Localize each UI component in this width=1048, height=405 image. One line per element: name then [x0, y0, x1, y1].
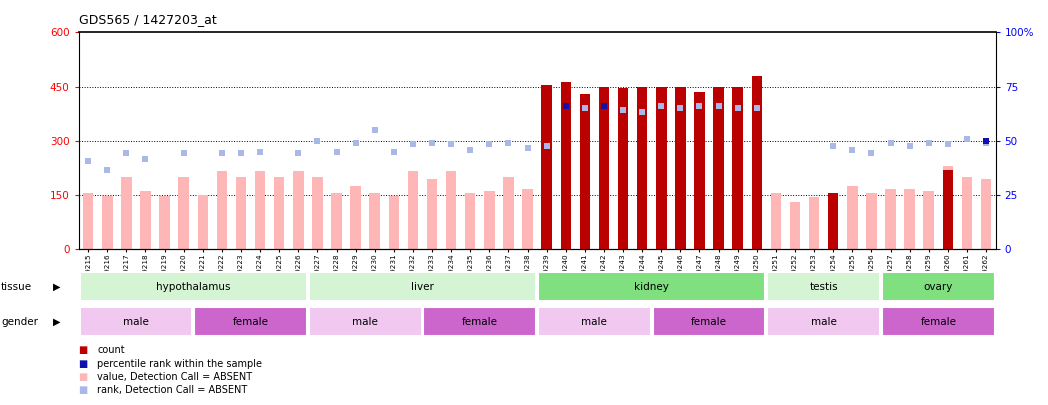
Bar: [809, 197, 820, 249]
Bar: [561, 82, 571, 249]
Bar: [770, 193, 781, 249]
Bar: [828, 193, 838, 249]
Bar: [886, 190, 896, 249]
Bar: [637, 87, 648, 249]
Bar: [653, 307, 765, 336]
Bar: [767, 272, 880, 301]
Text: ■: ■: [79, 386, 88, 395]
Bar: [408, 171, 418, 249]
Bar: [767, 307, 880, 336]
Bar: [80, 307, 192, 336]
Bar: [942, 170, 953, 249]
Bar: [618, 88, 629, 249]
Bar: [484, 191, 495, 249]
Text: count: count: [97, 345, 125, 355]
Text: female: female: [233, 317, 268, 327]
Bar: [522, 190, 532, 249]
Bar: [561, 218, 571, 249]
Bar: [350, 186, 361, 249]
Bar: [389, 196, 399, 249]
Bar: [866, 193, 877, 249]
Bar: [293, 171, 304, 249]
Text: female: female: [691, 317, 727, 327]
Text: gender: gender: [1, 317, 38, 327]
Bar: [675, 87, 685, 249]
Bar: [675, 196, 685, 249]
Text: ovary: ovary: [923, 281, 953, 292]
Bar: [962, 177, 973, 249]
Text: testis: testis: [809, 281, 838, 292]
Text: ■: ■: [79, 345, 88, 355]
Bar: [503, 177, 514, 249]
Bar: [923, 191, 934, 249]
Bar: [981, 179, 991, 249]
Bar: [159, 196, 170, 249]
Bar: [122, 177, 132, 249]
Bar: [847, 186, 857, 249]
Text: male: male: [582, 317, 608, 327]
Text: ■: ■: [79, 359, 88, 369]
Bar: [427, 179, 437, 249]
Text: ■: ■: [79, 372, 88, 382]
Bar: [312, 177, 323, 249]
Text: female: female: [462, 317, 498, 327]
Bar: [309, 272, 537, 301]
Bar: [445, 171, 456, 249]
Text: male: male: [123, 317, 149, 327]
Bar: [538, 272, 765, 301]
Bar: [309, 307, 421, 336]
Bar: [904, 190, 915, 249]
Bar: [882, 272, 995, 301]
Text: kidney: kidney: [634, 281, 670, 292]
Text: male: male: [352, 317, 378, 327]
Bar: [197, 195, 209, 249]
Bar: [942, 166, 953, 249]
Bar: [102, 196, 112, 249]
Bar: [538, 307, 651, 336]
Bar: [83, 193, 93, 249]
Bar: [598, 87, 609, 249]
Bar: [542, 229, 552, 249]
Bar: [370, 193, 380, 249]
Bar: [255, 171, 265, 249]
Bar: [542, 85, 552, 249]
Text: GDS565 / 1427203_at: GDS565 / 1427203_at: [79, 13, 216, 26]
Bar: [140, 191, 151, 249]
Text: hypothalamus: hypothalamus: [156, 281, 231, 292]
Text: liver: liver: [411, 281, 434, 292]
Text: value, Detection Call = ABSENT: value, Detection Call = ABSENT: [97, 372, 253, 382]
Bar: [274, 177, 284, 249]
Text: ▶: ▶: [53, 317, 61, 327]
Text: rank, Detection Call = ABSENT: rank, Detection Call = ABSENT: [97, 386, 247, 395]
Bar: [694, 193, 704, 249]
Bar: [465, 193, 476, 249]
Bar: [790, 202, 801, 249]
Bar: [423, 307, 537, 336]
Bar: [733, 87, 743, 249]
Bar: [714, 87, 724, 249]
Bar: [828, 202, 838, 249]
Bar: [656, 87, 667, 249]
Bar: [331, 193, 342, 249]
Text: female: female: [920, 317, 956, 327]
Bar: [580, 94, 590, 249]
Bar: [217, 171, 227, 249]
Bar: [194, 307, 307, 336]
Bar: [80, 272, 307, 301]
Text: tissue: tissue: [1, 281, 32, 292]
Bar: [694, 92, 704, 249]
Bar: [882, 307, 995, 336]
Bar: [178, 177, 189, 249]
Text: percentile rank within the sample: percentile rank within the sample: [97, 359, 262, 369]
Bar: [236, 177, 246, 249]
Text: male: male: [811, 317, 836, 327]
Text: ▶: ▶: [53, 281, 61, 292]
Bar: [751, 76, 762, 249]
